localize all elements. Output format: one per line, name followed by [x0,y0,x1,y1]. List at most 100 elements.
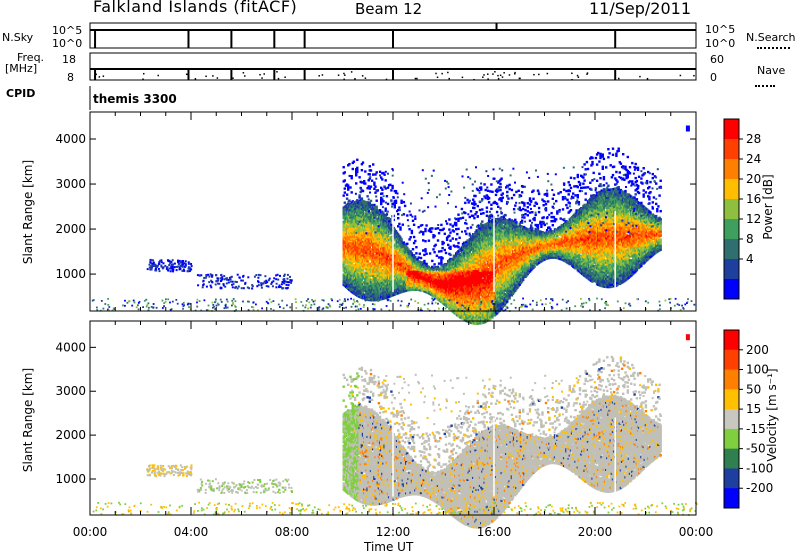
power-cell-729 [361,169,363,171]
nave-dot-40 [386,79,388,81]
power-cell-2785 [444,249,446,251]
power-cell-2533 [428,240,430,242]
power-cell-2178 [404,205,406,207]
nave-dot-39 [492,73,494,75]
nave-dot-47 [693,75,695,77]
nave-dot-34 [577,75,579,77]
power-cell-1524 [381,192,383,194]
power-cell-2278 [410,236,412,238]
power-cell-3046 [455,238,457,240]
power-cell-3083 [456,233,458,235]
power-cell-3047 [455,228,457,230]
power-cell-544 [356,159,358,161]
power-cell-1219 [373,182,375,184]
power-cell-155 [346,198,348,200]
power-cell-1641 [385,187,387,189]
power-cell-2259 [408,228,410,230]
power-cell-2475 [423,254,425,256]
nave-dot-48 [205,76,207,78]
power-cell-2677 [438,262,440,264]
power-cell-2334 [413,242,415,244]
nave-dot-8 [217,77,219,79]
power-cell-2642 [436,255,438,257]
power-cell-3297 [464,293,466,295]
nave-dot-51 [142,78,144,80]
power-cell-817 [363,200,365,202]
power-cell-2037 [398,263,400,265]
nave-dot-5 [538,74,540,76]
power-cell-2353 [414,240,416,242]
power-cell-2020 [397,217,399,219]
power-cell-3114 [457,242,459,244]
power-cell-1928 [394,204,396,206]
power-cell-3516 [470,210,472,212]
nave-dot-17 [318,75,320,77]
power-cell-1475 [380,203,382,205]
power-cell-2589 [432,267,434,269]
power-cell-2300 [411,230,413,232]
power-cell-3476 [469,216,471,218]
nave-dot-14 [344,74,346,76]
power-cell-79 [344,179,346,181]
power-cell-2370 [415,252,417,254]
nave-dot-30 [243,72,245,74]
power-cell-3130 [458,293,460,295]
power-cell-1091 [370,200,372,202]
power-cell-543 [356,167,358,169]
power-cell-1640 [385,208,387,210]
power-cell-3735 [475,211,477,213]
power-cell-2316 [412,220,414,222]
power-cell-1049 [369,173,371,175]
power-cell-2371 [415,246,417,248]
power-cell-3117 [457,218,459,220]
nave-dot-16 [186,74,188,76]
power-cell-2678 [438,256,440,258]
nave-dot-59 [571,79,573,81]
radar-plot: 4000300020001000400030002000100000:00 04:… [0,0,800,554]
power-cell-3320 [464,230,466,232]
power-cell-2900 [449,254,451,256]
nave-dot-57 [95,74,97,76]
power-cell-2847 [447,244,449,246]
power-cell-3115 [457,228,459,230]
power-cell-2718 [440,260,442,262]
power-cell-2903 [449,240,451,242]
nave-dot-55 [232,77,234,79]
power-cell-3783 [477,205,479,207]
power-cell-1021 [369,262,371,264]
power-cell-77 [344,191,346,193]
power-cell-3248 [462,217,464,219]
power-cell-3118 [457,214,459,216]
power-cell-2590 [432,248,434,250]
power-cell-2698 [439,229,441,231]
power-cell-80 [344,171,346,173]
power-cell-726 [361,197,363,199]
nave-dot-0 [487,73,489,75]
power-cell-1312 [376,171,378,173]
power-cell-2490 [424,240,426,242]
power-cell-2401 [418,256,420,258]
power-cell-51 [344,264,346,266]
nave-dot-20 [354,78,356,80]
power-cell-2659 [437,266,439,268]
power-cell-2876 [448,218,450,220]
power-cell-2333 [413,254,415,256]
power-cell-3645 [473,217,475,219]
power-cell-3395 [466,227,468,229]
nave-dot-2 [502,76,504,78]
nave-dot-53 [365,77,367,79]
nave-dot-65 [487,78,489,80]
power-cell-2955 [452,237,454,239]
nave-dot-6 [571,73,573,75]
nave-dot-37 [103,75,105,77]
power-cell-1133 [371,180,373,182]
power-cell-2986 [453,230,455,232]
nave-dot-36 [462,77,464,79]
power-cell-2606 [433,263,435,265]
power-cell-1001 [368,185,370,187]
nave-dot-58 [519,78,521,80]
power-cell-2445 [421,261,423,263]
power-cell-2217 [406,243,408,245]
power-cell-2336 [413,224,415,226]
power-cell-3601 [472,215,474,217]
